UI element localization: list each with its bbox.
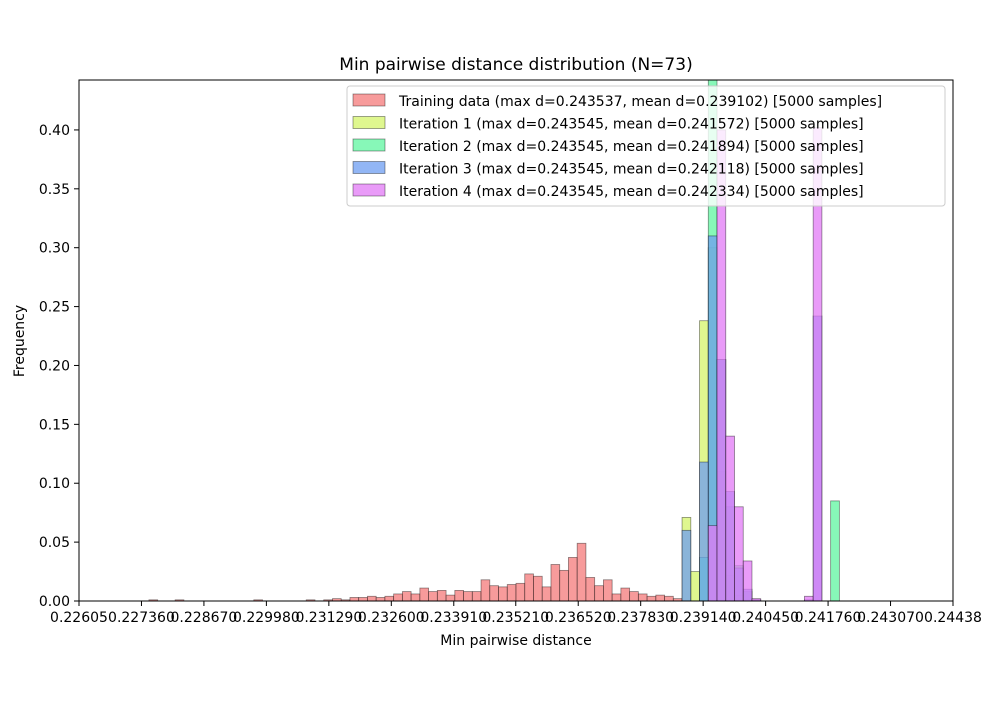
y-tick-label: 0.15: [39, 417, 70, 433]
bars-group: [148, 80, 840, 601]
plot-area: [78, 79, 954, 602]
x-tick-label: 0.236520: [545, 610, 612, 626]
histogram-bar: [332, 598, 342, 601]
histogram-bar: [681, 529, 692, 601]
histogram-bar: [419, 587, 429, 601]
legend-swatch: [352, 161, 386, 174]
histogram-bar: [699, 461, 709, 601]
legend-entry-label: Iteration 2 (max d=0.243545, mean d=0.24…: [399, 139, 864, 155]
legend-entry-label: Iteration 1 (max d=0.243545, mean d=0.24…: [399, 117, 864, 133]
x-tick-label: 0.241760: [795, 610, 862, 626]
histogram-bar: [174, 599, 185, 601]
chart-title: Min pairwise distance distribution (N=73…: [339, 55, 692, 75]
histogram-bar: [480, 579, 491, 601]
histogram-bar: [148, 599, 159, 601]
histogram-bar: [401, 591, 412, 601]
x-axis-label: Min pairwise distance: [440, 633, 591, 649]
x-axis-ticks: 0.22605 0.2273600.2286700.2299800.2312900…: [50, 601, 982, 626]
histogram-bar: [804, 595, 814, 601]
histogram-bar: [559, 569, 569, 601]
y-tick-label: 0.30: [39, 241, 70, 257]
y-axis-label: Frequency: [12, 305, 28, 377]
histogram-bar: [550, 564, 561, 601]
x-tick-label: 0.227360: [108, 610, 175, 626]
x-tick-label: 0.24438: [924, 610, 982, 626]
histogram-bar: [629, 591, 639, 601]
x-tick-label: 0.237830: [607, 610, 674, 626]
histogram-bar: [541, 586, 552, 601]
histogram-bar: [428, 591, 438, 601]
histogram-bar: [454, 590, 464, 601]
histogram-bar: [690, 571, 700, 601]
series-1-bars: [148, 542, 683, 601]
histogram-bar: [498, 586, 508, 601]
histogram-bar: [463, 591, 473, 601]
x-tick-label: 0.232600: [358, 610, 425, 626]
histogram-bar: [725, 435, 735, 601]
y-tick-label: 0.00: [39, 594, 70, 610]
histogram-bar: [506, 584, 517, 601]
histogram-bar: [471, 591, 482, 601]
histogram-bar: [742, 560, 753, 601]
x-tick-label: 0.231290: [295, 610, 362, 626]
histogram-bar: [393, 593, 403, 601]
x-tick-label: 0.22605: [50, 610, 108, 626]
legend-entry-label: Training data (max d=0.243537, mean d=0.…: [398, 94, 882, 110]
y-tick-label: 0.25: [39, 300, 70, 316]
histogram-bar: [384, 595, 395, 601]
histogram-bar: [515, 582, 526, 601]
histogram-bar: [445, 594, 456, 601]
histogram-bar: [611, 593, 622, 601]
histogram-bar: [655, 594, 665, 601]
histogram-bar: [751, 598, 762, 601]
histogram-bar: [637, 593, 648, 601]
x-tick-label: 0.243070: [857, 610, 924, 626]
y-tick-label: 0.10: [39, 476, 70, 492]
x-tick-label: 0.228670: [171, 610, 238, 626]
legend-swatch: [352, 93, 386, 107]
histogram-bar: [305, 599, 316, 601]
legend-box: [346, 85, 946, 207]
x-tick-label: 0.239140: [670, 610, 737, 626]
histogram-bar: [576, 542, 587, 601]
histogram-bar: [524, 573, 534, 601]
histogram-bar: [699, 320, 709, 601]
y-axis-ticks: 0.00 0.05 0.10 0.15 0.20 0.25 0.30 0.35 0.40: [39, 123, 79, 610]
histogram-bar: [594, 585, 604, 601]
histogram-bar: [533, 575, 543, 601]
x-tick-label: 0.240450: [732, 610, 799, 626]
histogram-bar: [489, 585, 499, 601]
x-tick-label: 0.233910: [420, 610, 487, 626]
histogram-bar: [830, 500, 840, 601]
histogram-bar: [253, 599, 263, 601]
x-tick-label: 0.235210: [482, 610, 549, 626]
histogram-bar: [585, 577, 596, 601]
y-tick-label: 0.20: [39, 358, 70, 374]
legend-swatch: [352, 183, 386, 197]
histogram-bar: [646, 595, 657, 601]
histogram-bar: [734, 506, 744, 601]
legend-entry-label: Iteration 3 (max d=0.243545, mean d=0.24…: [399, 162, 864, 178]
y-tick-label: 0.35: [39, 182, 70, 198]
x-tick-label: 0.229980: [233, 610, 300, 626]
histogram-bar: [620, 587, 631, 601]
histogram-bar: [349, 597, 360, 601]
histogram-bar: [436, 590, 447, 601]
legend: Training data (max d=0.243537, mean d=0.…: [346, 85, 946, 207]
histogram-bar: [367, 595, 377, 601]
legend-entry-label: Iteration 4 (max d=0.243545, mean d=0.24…: [399, 184, 864, 200]
legend-swatch: [352, 138, 386, 152]
legend-swatch: [352, 116, 386, 129]
y-tick-label: 0.40: [39, 123, 70, 139]
histogram-bar: [603, 579, 613, 601]
y-tick-label: 0.05: [39, 535, 70, 551]
histogram-bar: [568, 557, 578, 601]
histogram-bar: [375, 597, 386, 601]
histogram-bar: [664, 595, 674, 601]
histogram-bar: [410, 593, 421, 601]
histogram-bar: [358, 597, 368, 601]
histogram-bar: [707, 525, 718, 601]
